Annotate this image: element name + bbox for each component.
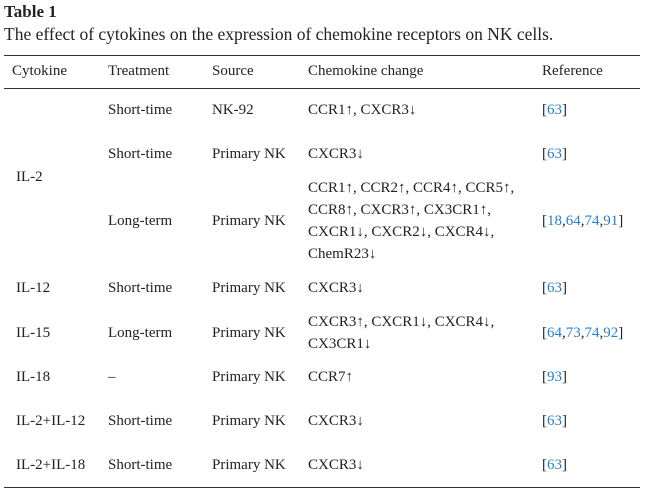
treatment-cell: Long-term	[108, 213, 173, 229]
reference-cell: [63]	[534, 133, 640, 177]
table-row: IL-2 Short-time NK-92 CCR1↑, CXCR3↓ [63]	[4, 89, 640, 185]
reference-punctuation: [	[542, 280, 547, 296]
source-cell: Primary NK	[212, 280, 286, 296]
cytokine-cell: IL-18	[16, 369, 51, 385]
treatment-cell: Short-time	[108, 146, 173, 162]
reference-link[interactable]: 64	[565, 213, 581, 229]
reference-punctuation: ]	[562, 102, 567, 119]
chemokine-change-cell: CCR7↑	[308, 369, 354, 385]
reference-link[interactable]: 63	[547, 413, 562, 429]
reference-punctuation: ,	[599, 213, 604, 229]
table-body: IL-2 Short-time NK-92 CCR1↑, CXCR3↓ [63] Shor…	[4, 89, 640, 488]
cytokine-cell: IL-2+IL-18	[16, 456, 86, 473]
reference-punctuation: ]	[562, 413, 567, 429]
reference-punctuation: [	[542, 324, 547, 341]
reference-punctuation: ]	[618, 324, 624, 341]
table: Cytokine Treatment Source Chemokine change R…	[4, 55, 640, 488]
reference-punctuation: ,	[599, 324, 604, 341]
reference-link[interactable]: 74	[584, 213, 600, 229]
reference-punctuation: [	[542, 102, 547, 119]
column-header: Cytokine	[12, 63, 67, 79]
cytokine-cell: IL-2	[16, 169, 43, 186]
column-header: Treatment	[108, 63, 170, 79]
reference-cell: [63]	[534, 267, 640, 311]
reference-punctuation: [	[542, 213, 547, 229]
source-cell: Primary NK	[212, 324, 286, 341]
reference-punctuation: [	[542, 413, 547, 429]
cytokine-cell: IL-12	[16, 280, 51, 296]
source-cell: Primary NK	[212, 413, 286, 429]
header-row: Cytokine Treatment Source Chemokine change R…	[4, 55, 640, 89]
table-row: Long-term Primary NK CCR1↑, CCR2↑, CCR4↑, …	[4, 177, 640, 267]
reference-cell: [63]	[534, 89, 640, 133]
table-title: Table 1	[4, 2, 57, 21]
reference-punctuation: ]	[618, 213, 624, 229]
reference-link[interactable]: 63	[547, 102, 562, 119]
reference-link[interactable]: 74	[584, 324, 600, 341]
chemokine-change-cell: CCR1↑, CXCR3↓	[308, 102, 417, 119]
reference-cell: [63]	[534, 400, 640, 444]
reference-punctuation: ,	[580, 213, 585, 229]
column-header: Source	[212, 63, 254, 79]
treatment-cell: Short-time	[108, 280, 173, 296]
chemokine-change-cell: CXCR3↓	[308, 413, 364, 429]
source-cell: Primary NK	[212, 213, 286, 229]
column-header: Reference	[542, 63, 603, 79]
table-row: Short-time Primary NK CXCR3↓ [63]	[4, 133, 640, 177]
reference-link[interactable]: 18	[547, 213, 562, 229]
reference-link[interactable]: 63	[547, 456, 562, 473]
cytokine-cell: IL-15	[16, 324, 51, 341]
reference-link[interactable]: 63	[547, 280, 562, 296]
reference-cell: [93]	[534, 356, 640, 400]
table-row: IL-18 – Primary NK CCR7↑ [93]	[4, 356, 640, 400]
table-row: IL-2+IL-18 Short-time Primary NK CXCR3↓ [63]	[4, 444, 640, 488]
reference-punctuation: ,	[562, 324, 566, 341]
reference-punctuation: ,	[562, 213, 566, 229]
column-header: Chemokine change	[308, 63, 424, 79]
chemokine-change-cell: CXCR3↓	[308, 456, 364, 473]
reference-link[interactable]: 64	[547, 324, 562, 341]
table-row: IL-2+IL-12 Short-time Primary NK CXCR3↓ [63]	[4, 400, 640, 444]
reference-punctuation: ]	[562, 369, 567, 385]
reference-cell: [18,64,74,91]	[534, 177, 640, 267]
reference-punctuation: [	[542, 456, 547, 473]
source-cell: NK-92	[212, 102, 254, 119]
treatment-cell: Short-time	[108, 456, 173, 473]
reference-cell: [64,73,74,92]	[534, 311, 640, 356]
reference-link[interactable]: 73	[565, 324, 581, 341]
reference-punctuation: ]	[562, 146, 567, 162]
table-head: Cytokine Treatment Source Chemokine change R…	[4, 55, 640, 89]
reference-punctuation: [	[542, 369, 547, 385]
treatment-cell: Short-time	[108, 102, 173, 119]
chemokine-change-cell: CXCR3↓	[308, 146, 364, 162]
reference-link[interactable]: 92	[603, 324, 619, 341]
reference-punctuation: ]	[562, 280, 567, 296]
source-cell: Primary NK	[212, 456, 286, 473]
reference-link[interactable]: 91	[603, 213, 619, 229]
chemokine-change-cell: CXCR3↓	[308, 280, 364, 296]
reference-link[interactable]: 63	[547, 146, 562, 162]
reference-link[interactable]: 93	[547, 369, 562, 385]
treatment-cell: –	[108, 369, 116, 385]
chemokine-change-cell: CCR1↑, CCR2↑, CCR4↑, CCR5↑, CCR8↑, CXCR3…	[308, 180, 515, 262]
reference-punctuation: ]	[562, 456, 567, 473]
table-row: IL-15 Long-term Primary NK CXCR3↑, CXCR1↓, …	[4, 311, 640, 356]
cytokine-cell: IL-2+IL-12	[16, 413, 86, 429]
source-cell: Primary NK	[212, 146, 286, 162]
table-row: IL-12 Short-time Primary NK CXCR3↓ [63]	[4, 267, 640, 311]
table-caption: The effect of cytokines on the expressio…	[4, 24, 554, 44]
treatment-cell: Short-time	[108, 413, 173, 429]
chemokine-change-cell: CXCR3↑, CXCR1↓, CXCR4↓, CX3CR1↓	[308, 313, 495, 352]
source-cell: Primary NK	[212, 369, 286, 385]
reference-punctuation: ,	[580, 324, 585, 341]
treatment-cell: Long-term	[108, 324, 173, 341]
reference-punctuation: [	[542, 146, 547, 162]
reference-cell: [63]	[534, 444, 640, 488]
